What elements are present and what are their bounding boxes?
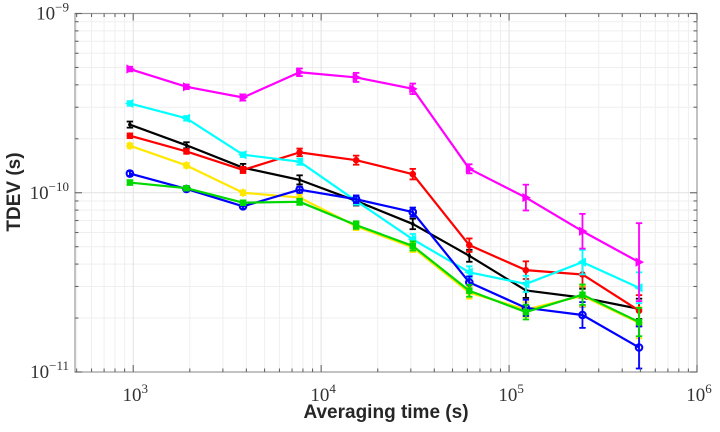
square-marker [352,221,360,229]
dot-marker [410,222,415,226]
square-marker [522,308,530,316]
triangle-left-marker [124,98,134,109]
triangle-right-marker [578,226,588,236]
triangle-left-marker [464,267,473,277]
square-marker [296,198,303,206]
diamond-marker [125,141,134,151]
open-circle-marker [351,194,361,204]
square-marker [183,185,190,192]
triangle-right-marker [522,192,531,203]
series-green-line [129,181,640,324]
circle-marker [183,148,190,155]
circle-marker [239,166,247,174]
square-marker [466,287,473,294]
y-tick-label: 10−10 [30,179,69,204]
triangle-left-marker [181,113,190,123]
series-black-line [129,123,640,310]
dot-marker [128,122,132,127]
x-tick-label: 103 [122,381,148,406]
square-marker [635,318,643,326]
triangle-right-marker [126,64,135,74]
series-cyan-line [129,102,640,289]
circle-marker [522,266,530,274]
triangle-left-marker [294,157,304,167]
triangle-left-marker [577,257,586,267]
open-circle-marker [295,185,304,194]
dot-marker [467,253,472,258]
diamond-marker [182,160,191,171]
square-marker [409,242,416,250]
series-blue-line [129,172,640,349]
circle-marker [296,149,303,156]
triangle-right-marker [352,72,362,83]
y-tick-label: 10−9 [36,0,69,25]
triangle-right-marker [635,257,645,267]
open-circle-marker [578,310,587,320]
diamond-marker [239,188,248,198]
triangle-left-marker [520,279,530,289]
circle-marker [352,156,360,164]
open-circle-marker [408,207,418,217]
circle-marker [126,132,134,140]
x-tick-label: 105 [498,381,524,406]
dot-marker [297,178,302,182]
triangle-right-marker [182,82,192,92]
square-marker [579,291,586,298]
open-circle-marker [634,343,644,352]
dot-marker [184,143,189,148]
open-circle-marker [125,169,135,178]
triangle-right-marker [465,164,475,174]
circle-marker [409,170,417,178]
y-tick-label: 10−11 [30,358,69,383]
x-tick-label: 104 [310,381,336,406]
triangle-right-marker [296,67,305,77]
series-yellow-line [129,144,640,324]
triangle-right-marker [409,84,418,94]
square-marker [239,199,247,206]
y-axis-label: TDEV (s) [4,152,25,232]
x-tick-label: 106 [686,381,712,406]
triangle-right-marker [239,92,249,103]
circle-marker [466,241,473,249]
triangle-left-marker [238,150,247,160]
square-marker [126,179,134,186]
x-axis-label: Averaging time (s) [303,402,469,423]
series-red-line [129,134,640,312]
series-magenta-line [129,67,640,264]
